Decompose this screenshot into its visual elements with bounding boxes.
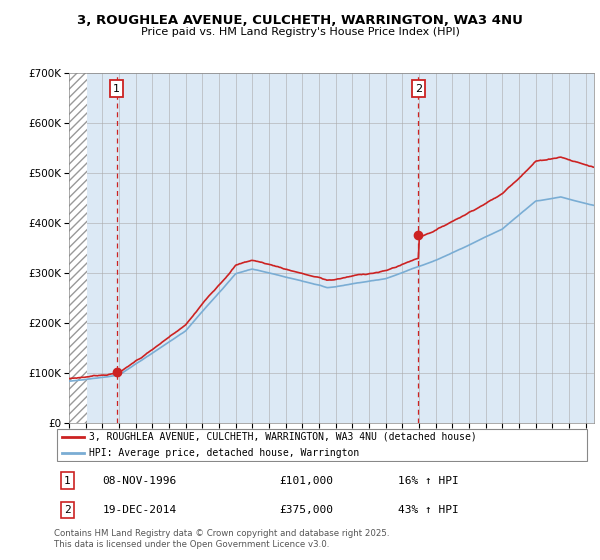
Text: 3, ROUGHLEA AVENUE, CULCHETH, WARRINGTON, WA3 4NU: 3, ROUGHLEA AVENUE, CULCHETH, WARRINGTON… — [77, 14, 523, 27]
Text: 2: 2 — [415, 83, 422, 94]
Text: HPI: Average price, detached house, Warrington: HPI: Average price, detached house, Warr… — [89, 447, 359, 458]
Text: 43% ↑ HPI: 43% ↑ HPI — [398, 505, 458, 515]
FancyBboxPatch shape — [56, 428, 587, 461]
Text: 1: 1 — [64, 475, 71, 486]
Text: 3, ROUGHLEA AVENUE, CULCHETH, WARRINGTON, WA3 4NU (detached house): 3, ROUGHLEA AVENUE, CULCHETH, WARRINGTON… — [89, 432, 476, 442]
Text: £375,000: £375,000 — [280, 505, 334, 515]
Text: £101,000: £101,000 — [280, 475, 334, 486]
Text: Price paid vs. HM Land Registry's House Price Index (HPI): Price paid vs. HM Land Registry's House … — [140, 27, 460, 37]
Text: 1: 1 — [113, 83, 120, 94]
Text: 19-DEC-2014: 19-DEC-2014 — [103, 505, 176, 515]
Text: 08-NOV-1996: 08-NOV-1996 — [103, 475, 176, 486]
Text: 2: 2 — [64, 505, 71, 515]
Text: Contains HM Land Registry data © Crown copyright and database right 2025.
This d: Contains HM Land Registry data © Crown c… — [54, 529, 389, 549]
Text: 16% ↑ HPI: 16% ↑ HPI — [398, 475, 458, 486]
